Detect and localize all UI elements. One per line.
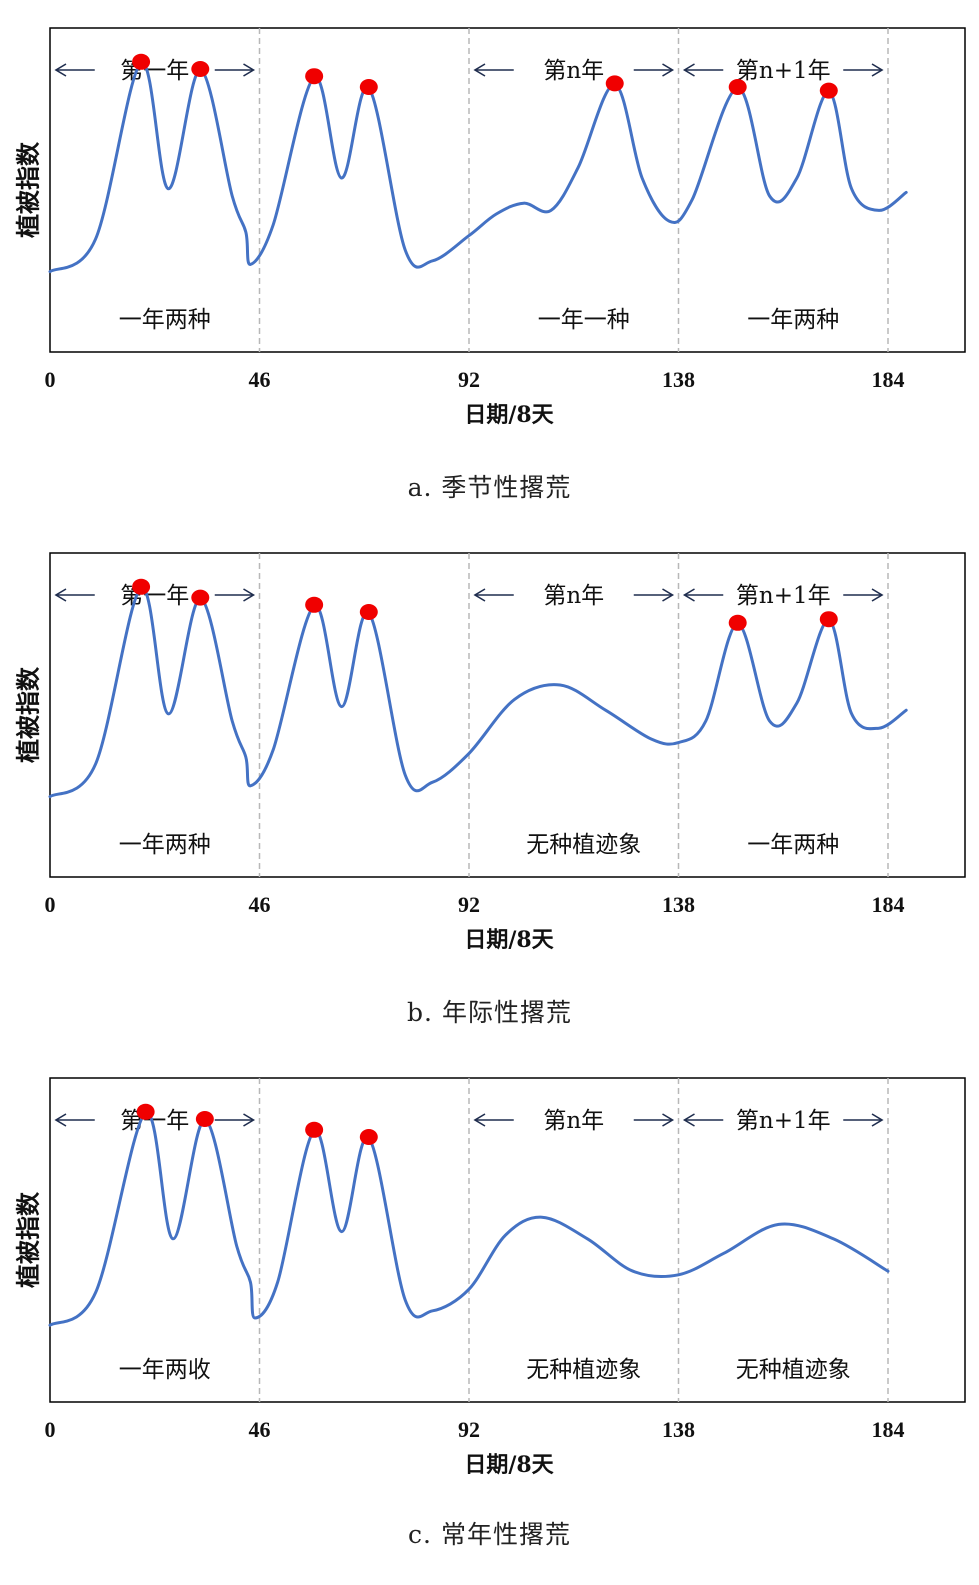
plot-frame [49, 552, 966, 878]
period-arrowhead-left [54, 63, 67, 77]
plot-frame [49, 1077, 966, 1403]
peak-marker [359, 79, 378, 95]
cropping-annotation: 一年两种 [747, 307, 839, 333]
period-label: 第一年 [120, 583, 189, 609]
period-arrowhead-right [243, 63, 256, 77]
vegetation-index-line [48, 61, 908, 274]
cropping-annotation: 一年两收 [119, 1357, 211, 1383]
cropping-annotation: 一年两种 [747, 832, 839, 858]
x-tick-label: 92 [458, 892, 480, 917]
period-arrowhead-right [871, 63, 884, 77]
period-label: 第n+1年 [736, 583, 831, 609]
cropping-annotation: 一年两种 [119, 307, 211, 333]
peak-marker [195, 1111, 214, 1127]
cropping-annotation: 无种植迹象 [526, 832, 641, 858]
x-tick-label: 184 [872, 892, 905, 917]
x-tick-label: 138 [662, 367, 695, 392]
caption-a: a. 季节性撂荒 [407, 473, 572, 502]
period-label: 第n年 [543, 1108, 604, 1134]
period-arrowhead-right [662, 63, 675, 77]
x-tick-label: 0 [45, 892, 56, 917]
x-tick-label: 138 [662, 892, 695, 917]
peak-marker [819, 611, 838, 628]
cropping-annotation: 一年一种 [538, 307, 630, 333]
vegetation-index-line [48, 586, 908, 799]
period-label: 第n年 [543, 583, 604, 609]
plot-frame [49, 27, 966, 353]
cropping-annotation: 无种植迹象 [526, 1357, 641, 1383]
chart-panel-b: 植被指数 0 46 92 138 184 日期/8天 第一年 第n年 第n+1年一年两种 无种植迹象… [0, 525, 979, 985]
period-arrowhead-left [473, 63, 486, 77]
peak-marker [305, 596, 324, 613]
peak-marker [191, 589, 210, 606]
caption-c: c. 常年性撂荒 [408, 1520, 571, 1549]
x-axis-label: 日期/8天 [464, 927, 554, 953]
peak-marker [819, 82, 838, 99]
x-tick-label: 0 [45, 1417, 56, 1442]
peak-marker [305, 68, 324, 85]
x-tick-label: 46 [249, 892, 271, 917]
peak-marker [359, 604, 378, 620]
period-arrowhead-right [662, 1113, 675, 1127]
peak-marker [305, 1121, 324, 1138]
peak-marker [605, 75, 624, 92]
caption-b: b. 年际性撂荒 [407, 998, 572, 1027]
peak-marker [132, 53, 151, 70]
peak-marker [136, 1103, 155, 1120]
period-label: 第一年 [120, 58, 189, 84]
period-arrowhead-left [682, 588, 695, 602]
x-tick-label: 184 [872, 1417, 905, 1442]
cropping-annotation: 一年两种 [119, 832, 211, 858]
cropping-annotation: 无种植迹象 [736, 1357, 851, 1383]
x-tick-label: 0 [45, 367, 56, 392]
chart-panel-c: 植被指数 0 46 92 138 184 日期/8天 第一年 第n年 第n+1年 一年两收 无种植迹象… [0, 1050, 979, 1510]
x-tick-label: 46 [249, 1417, 271, 1442]
period-arrowhead-left [54, 588, 67, 602]
period-label: 第n+1年 [736, 58, 831, 84]
x-tick-label: 92 [458, 1417, 480, 1442]
period-arrowhead-right [871, 588, 884, 602]
period-arrowhead-left [682, 1113, 695, 1127]
chart-panel-a: 植被指数 0 46 92 138 184 日期/8天 第一年 第n年 第n+1年一年两种 一年一种 一… [0, 0, 979, 460]
period-arrowhead-right [871, 1113, 884, 1127]
period-arrowhead-right [243, 588, 256, 602]
period-arrowhead-right [662, 588, 675, 602]
vegetation-index-line [48, 1111, 890, 1327]
x-axis-label: 日期/8天 [464, 1452, 554, 1478]
period-label: 第n+1年 [736, 1108, 831, 1134]
peak-marker [728, 614, 747, 631]
y-axis-label: 植被指数 [14, 141, 43, 238]
peak-marker [359, 1129, 378, 1145]
period-arrowhead-left [682, 63, 695, 77]
peak-marker [132, 578, 151, 595]
period-label: 第n年 [543, 58, 604, 84]
period-arrowhead-left [54, 1113, 67, 1127]
y-axis-label: 植被指数 [14, 1191, 43, 1288]
x-tick-label: 92 [458, 367, 480, 392]
peak-marker [728, 79, 747, 95]
period-arrowhead-left [473, 1113, 486, 1127]
peak-marker [191, 61, 210, 77]
y-axis-label: 植被指数 [14, 666, 43, 763]
x-tick-label: 46 [249, 367, 271, 392]
period-arrowhead-right [243, 1113, 256, 1127]
period-arrowhead-left [473, 588, 486, 602]
x-axis-label: 日期/8天 [464, 402, 554, 428]
x-tick-label: 184 [872, 367, 905, 392]
x-tick-label: 138 [662, 1417, 695, 1442]
